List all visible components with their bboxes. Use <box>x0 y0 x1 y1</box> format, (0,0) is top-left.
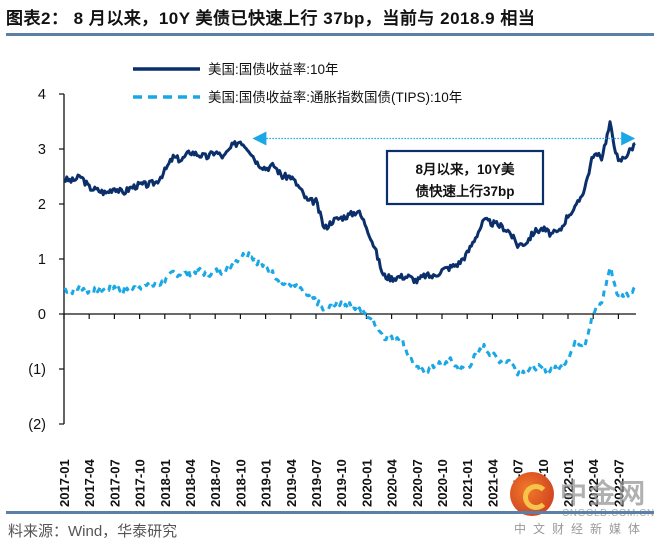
axes: 4 3 2 1 0 (1) (2) 2017-01 2017-04 2017-07 2017-10 2… <box>28 87 636 507</box>
annotation: 8月以来，10Y美 债快速上行37bp <box>252 131 636 206</box>
x-tick-label: 2022-01 <box>561 459 576 507</box>
x-tick-label: 2017-04 <box>82 459 97 507</box>
y-tick-label: (2) <box>28 417 46 433</box>
y-tick-label: (1) <box>28 362 46 378</box>
annotation-arrow-right-icon <box>621 131 636 146</box>
annotation-arrow-left-icon <box>252 131 267 146</box>
annotation-box <box>385 149 545 206</box>
y-tick-label: 0 <box>38 307 46 323</box>
x-tick-label: 2018-07 <box>208 459 223 507</box>
legend: 美国:国债收益率:10年 美国:国债收益率:通胀指数国债(TIPS):10年 <box>133 61 462 105</box>
y-tick-label: 3 <box>38 142 46 158</box>
x-tick-label: 2022-04 <box>586 459 601 507</box>
cngold-logo-icon <box>510 472 554 516</box>
watermark-brand: 中金网 <box>560 479 647 509</box>
x-tick-label: 2020-10 <box>435 459 450 507</box>
x-tick-label: 2021-01 <box>460 459 475 507</box>
series-line-tips <box>63 251 637 377</box>
x-tick-label: 2020-07 <box>410 459 425 507</box>
watermark: 中金网 CNGOLD.COM.CN 中文财经新媒体 <box>500 468 658 546</box>
x-tick-label: 2018-10 <box>233 459 248 507</box>
legend-label-nominal: 美国:国债收益率:10年 <box>208 61 339 77</box>
title-divider <box>6 33 654 36</box>
x-tick-label: 2019-10 <box>334 459 349 507</box>
x-tick-label: 2022-07 <box>611 459 626 507</box>
legend-label-tips: 美国:国债收益率:通胀指数国债(TIPS):10年 <box>208 89 462 105</box>
x-tick-label: 2017-10 <box>133 459 148 507</box>
y-tick-label: 4 <box>38 87 46 103</box>
y-tick-label: 1 <box>38 252 46 268</box>
x-tick-label: 2020-01 <box>359 459 374 507</box>
source-note: 料来源：Wind，华泰研究 <box>8 523 178 540</box>
y-tick-label: 2 <box>38 197 46 213</box>
annotation-line-2: 债快速上行37bp <box>415 183 514 199</box>
footer-divider <box>6 511 654 514</box>
watermark-tagline: 中文财经新媒体 <box>514 522 648 536</box>
x-tick-label: 2018-04 <box>183 459 198 507</box>
x-tick-label: 2019-04 <box>284 459 299 507</box>
x-tick-label: 2017-07 <box>107 459 122 507</box>
x-tick-label: 2019-07 <box>309 459 324 507</box>
annotation-line-1: 8月以来，10Y美 <box>415 161 515 177</box>
x-tick-label: 2019-01 <box>259 459 274 507</box>
series-line-nominal <box>63 120 636 285</box>
x-tick-label: 2020-04 <box>385 459 400 507</box>
x-tick-label: 2021-04 <box>485 459 500 507</box>
x-tick-label: 2017-01 <box>57 459 72 507</box>
series-layer <box>63 120 637 377</box>
x-tick-label: 2018-01 <box>158 459 173 507</box>
chart-title: 图表2： 8 月以来，10Y 美债已快速上行 37bp，当前与 2018.9 相… <box>6 9 536 28</box>
